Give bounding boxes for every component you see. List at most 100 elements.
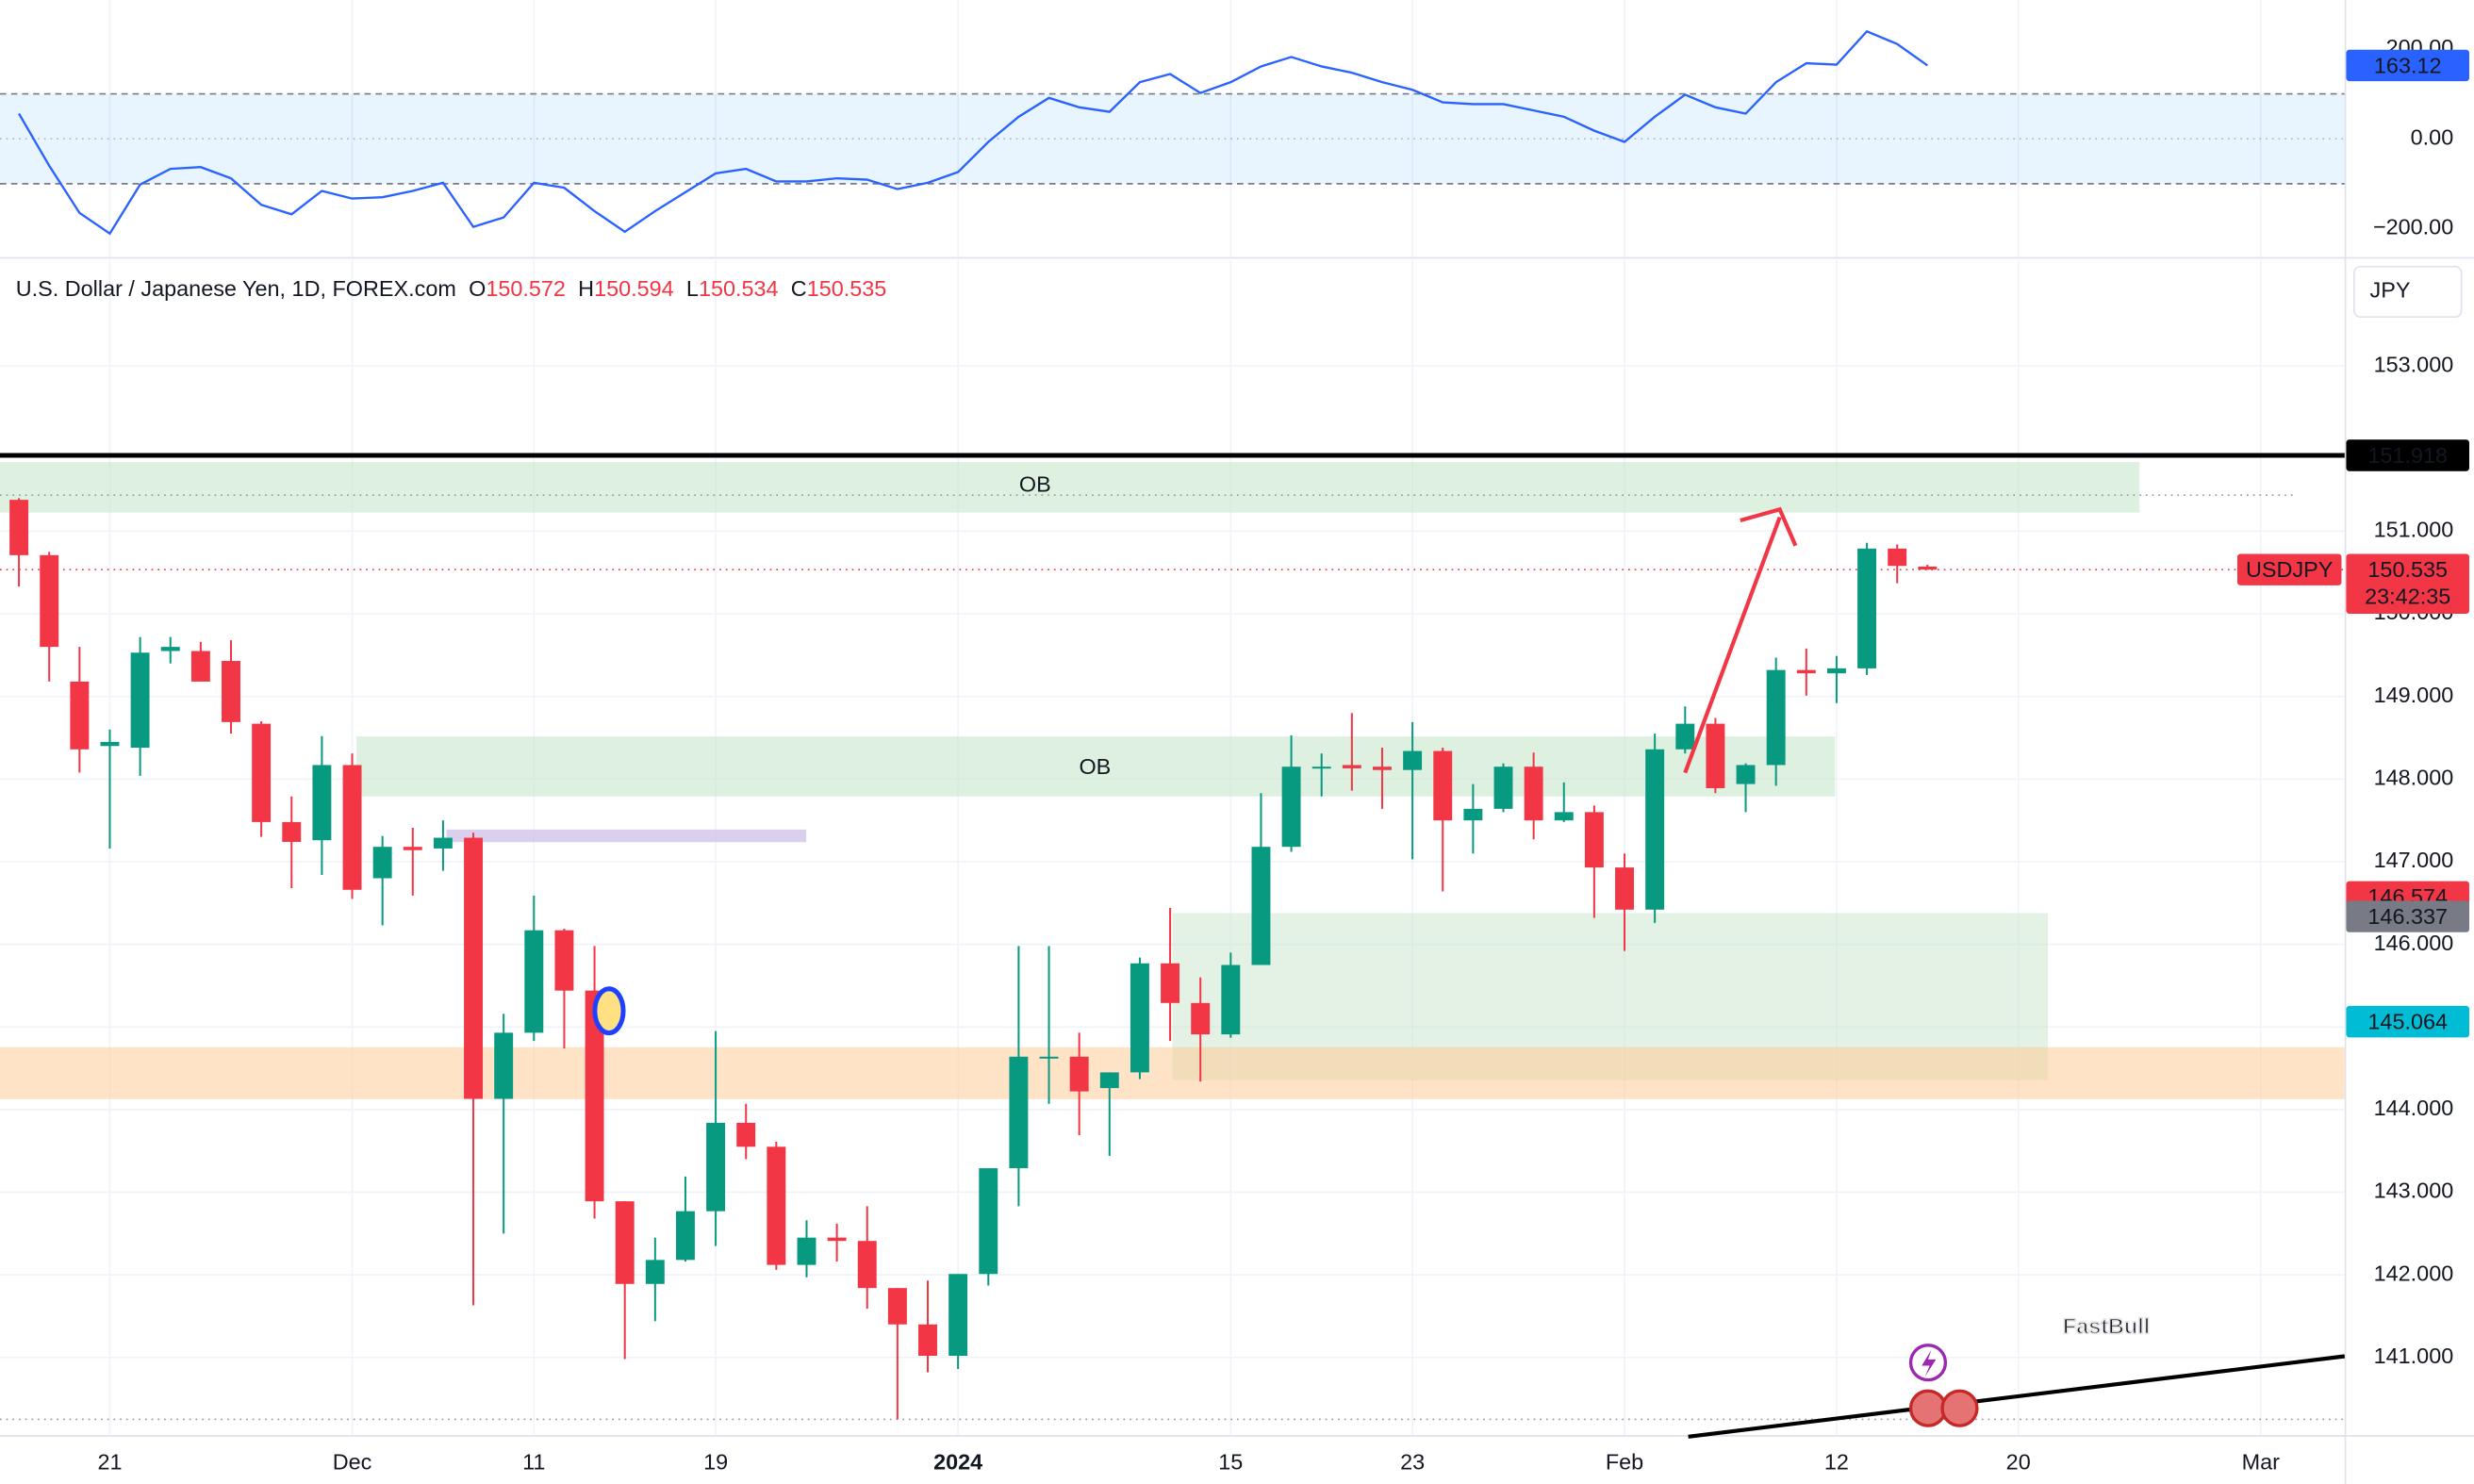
economic-event-icon (1940, 1389, 1979, 1427)
x-tick-label: 15 (1218, 1449, 1243, 1474)
candle-body (645, 1260, 665, 1284)
candle-body (1069, 1056, 1089, 1092)
price-line-label: 151.918 (2367, 443, 2448, 468)
candle-body (160, 647, 180, 651)
y-tick-label: −200.00 (2373, 215, 2453, 239)
x-tick-label: 12 (1824, 1449, 1849, 1474)
support-zone (0, 1047, 2345, 1099)
zone-label: OB (1019, 471, 1051, 496)
price-marker-label: 145.064 (2367, 1009, 2448, 1033)
candle-body (100, 741, 120, 747)
candle-body (615, 1201, 635, 1284)
candle-body (736, 1122, 756, 1147)
ohlc-value: 150.535 (807, 276, 887, 301)
candle-body (857, 1241, 877, 1289)
lightning-glyph (1921, 1349, 1937, 1377)
candle-body (1645, 749, 1665, 910)
candle-body (1706, 723, 1725, 788)
candle-body (1857, 548, 1877, 668)
candle-body (1130, 963, 1149, 1073)
symbol-box (2236, 553, 2342, 585)
ohlc-value: 150.572 (486, 276, 566, 301)
ohlc-letter: C (791, 276, 807, 301)
candle-body (1493, 767, 1513, 809)
y-tick-label: 149.000 (2374, 683, 2454, 707)
ohlc-letter: L (686, 276, 699, 301)
candle-body (282, 821, 302, 842)
candle-body (1463, 808, 1483, 821)
current-price-label: 150.535 (2367, 557, 2448, 582)
candle-body (1675, 723, 1695, 750)
symbol-label: USDJPY (2246, 557, 2334, 582)
candle-body (40, 554, 59, 648)
candle-body (312, 765, 332, 841)
candle-body (585, 990, 604, 1202)
y-tick-label: 141.000 (2374, 1344, 2454, 1368)
ohlc-value: 150.534 (699, 276, 779, 301)
last-value-box (2346, 49, 2469, 82)
candle-body (252, 723, 272, 822)
candle-body (1433, 750, 1453, 821)
candle-body (554, 930, 574, 991)
candle-body (676, 1211, 695, 1261)
candle-body (9, 500, 29, 555)
y-tick-label: 144.000 (2374, 1096, 2454, 1120)
currency-button[interactable] (2352, 265, 2463, 319)
y-tick-label: 142.000 (2374, 1261, 2454, 1285)
x-tick-label: 21 (97, 1449, 122, 1474)
candle-body (1615, 867, 1634, 910)
y-tick-label: 153.000 (2374, 352, 2454, 376)
candle-body (1888, 548, 1907, 567)
countdown-label: 23:42:35 (2365, 584, 2450, 608)
x-tick-label: 19 (703, 1449, 728, 1474)
ohlc-value: 150.594 (594, 276, 674, 301)
candle-body (70, 681, 90, 750)
y-tick-label: 0.00 (2411, 124, 2454, 149)
candle-body (1342, 765, 1361, 768)
level-band (0, 93, 2345, 184)
candle-body (1796, 669, 1816, 674)
labels-layer: U.S. Dollar / Japanese Yen, 1D, FOREX.co… (16, 35, 2469, 1474)
candle-body (979, 1168, 998, 1275)
candle-body (1918, 566, 1938, 570)
candle-body (827, 1237, 847, 1242)
x-tick-label: 20 (2006, 1449, 2031, 1474)
zone-label: OB (1079, 754, 1111, 779)
y-tick-label: 143.000 (2374, 1179, 2454, 1203)
x-tick-label: Mar (2242, 1449, 2281, 1474)
currency-label[interactable]: JPY (2370, 278, 2411, 303)
candle-body (1281, 767, 1301, 848)
economic-event-icon (1908, 1389, 1948, 1427)
y-tick-label: 147.000 (2374, 848, 2454, 872)
candle-body (403, 847, 422, 850)
candle-body (1039, 1056, 1059, 1059)
candle-body (1191, 1002, 1211, 1035)
candle-body (1524, 767, 1543, 821)
candle-body (1161, 963, 1180, 1003)
candle-body (706, 1122, 726, 1212)
candle-body (797, 1237, 816, 1265)
ohlc-letter: H (578, 276, 594, 301)
candle-body (222, 661, 240, 722)
candle-body (1403, 750, 1423, 770)
candle-body (887, 1288, 907, 1325)
candle-body (1099, 1072, 1119, 1089)
candle-body (1221, 965, 1241, 1035)
indicator-line (18, 29, 1929, 236)
candle-body (190, 651, 210, 682)
marks-layer (0, 29, 2345, 1420)
projection-arrow (1683, 516, 1782, 774)
drawings-layer (592, 506, 2346, 1439)
price-marker-box (2346, 1005, 2469, 1038)
price-marker-box (2346, 900, 2469, 932)
current-price-box (2346, 553, 2469, 615)
y-tick-label: 151.000 (2374, 518, 2454, 542)
candle-body (1251, 847, 1271, 965)
candle-body (464, 837, 484, 1099)
candle-body (1009, 1056, 1029, 1169)
candle-body (372, 847, 392, 879)
arrow-head (1740, 506, 1798, 547)
candle-body (342, 765, 362, 890)
order-block-zone (356, 736, 1836, 797)
marker-zone (446, 829, 807, 843)
